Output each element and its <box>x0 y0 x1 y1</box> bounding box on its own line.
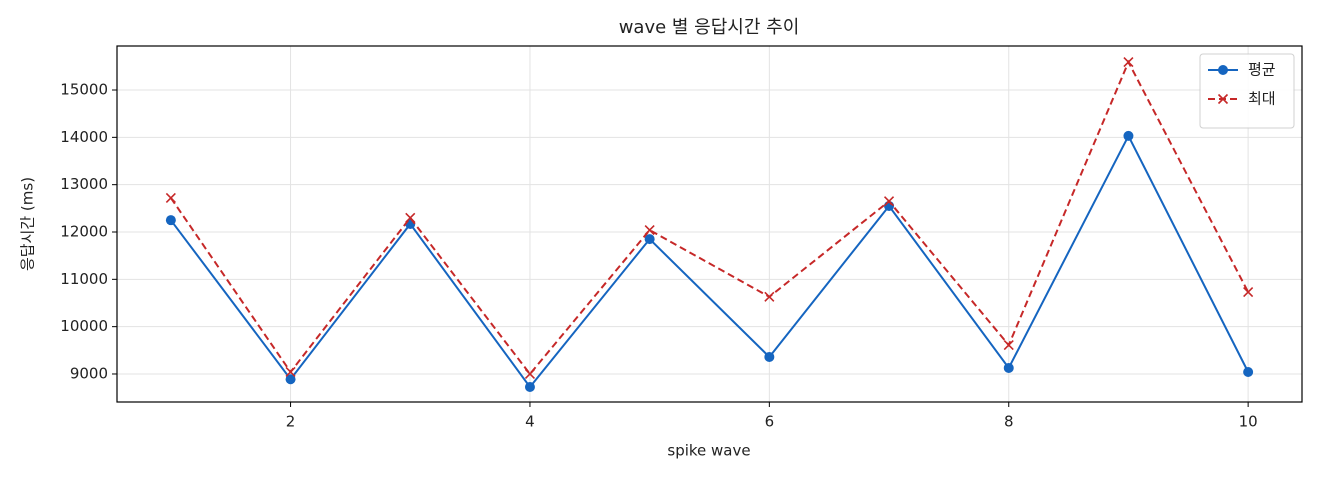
point <box>165 215 176 226</box>
point <box>405 212 416 223</box>
x-tick-label: 8 <box>1004 413 1014 431</box>
y-tick-label: 15000 <box>60 81 108 99</box>
point <box>644 225 655 236</box>
grid <box>117 46 1302 402</box>
point <box>1243 287 1254 298</box>
point <box>644 234 655 245</box>
y-tick-label: 13000 <box>60 175 108 193</box>
point <box>764 351 775 362</box>
y-axis-label: 응답시간 (ms) <box>19 177 37 271</box>
legend-marker <box>1218 65 1228 75</box>
x-tick-label: 4 <box>525 413 535 431</box>
legend-label: 최대 <box>1248 90 1276 108</box>
legend-label: 평균 <box>1248 61 1276 79</box>
y-tick-label: 10000 <box>60 317 108 335</box>
x-axis-label: spike wave <box>667 442 750 460</box>
point <box>1003 362 1014 373</box>
point <box>524 368 536 380</box>
series-line <box>170 59 1250 376</box>
plot-area <box>165 57 1254 392</box>
point <box>285 374 296 385</box>
y-tick-label: 9000 <box>70 364 108 382</box>
y-tick-label: 14000 <box>60 128 108 146</box>
legend-marker <box>1217 93 1229 105</box>
x-tick-label: 6 <box>765 413 775 431</box>
point <box>1123 130 1134 141</box>
point <box>1123 57 1134 68</box>
chart-title: wave 별 응답시간 추이 <box>619 17 800 38</box>
x-tick-label: 2 <box>286 413 296 431</box>
series-line <box>170 133 1250 389</box>
plot-frame <box>116 45 1303 403</box>
y-tick-label: 12000 <box>60 222 108 240</box>
point <box>285 366 296 378</box>
x-tick-label: 10 <box>1239 413 1258 431</box>
point <box>1003 340 1014 351</box>
point <box>1243 366 1254 377</box>
point <box>165 192 176 203</box>
point <box>764 291 775 302</box>
point <box>883 196 895 207</box>
legend-box <box>1199 53 1295 129</box>
y-tick-label: 11000 <box>60 270 108 288</box>
point <box>524 381 535 392</box>
